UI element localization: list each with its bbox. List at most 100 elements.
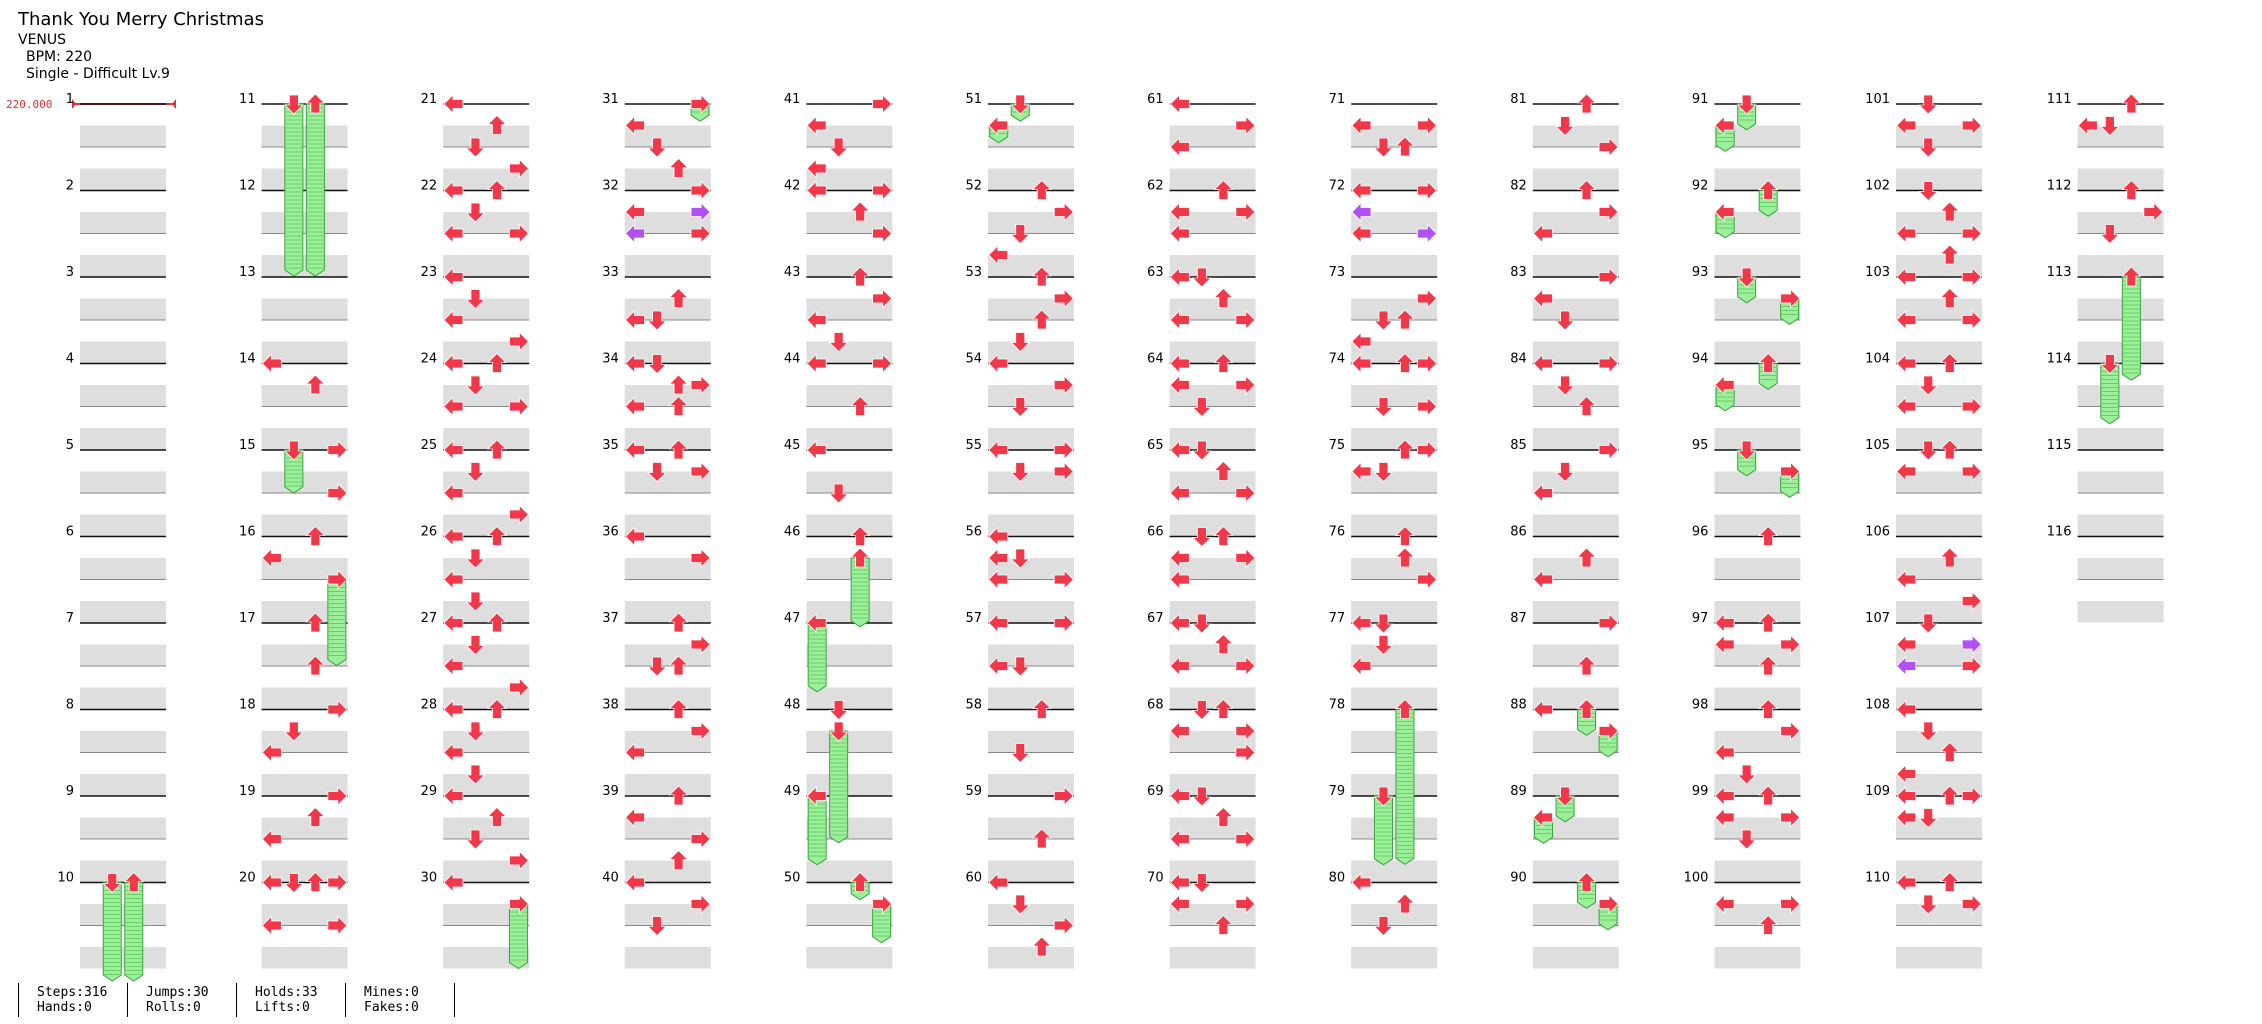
measure-number: 58: [965, 698, 982, 713]
arrow-down: [1736, 829, 1757, 850]
measure-74: 74: [1329, 352, 1438, 450]
measure-50: 50: [784, 871, 893, 969]
measure-49: 49: [784, 784, 893, 882]
measure-9: 9: [66, 784, 166, 882]
measure-shade: [1714, 125, 1801, 147]
measure-shade: [1169, 255, 1256, 277]
measure-shade: [1714, 298, 1801, 320]
arrow-left: [1896, 807, 1917, 828]
song-title: Thank You Merry Christmas: [18, 9, 264, 30]
arrow-left: [1169, 872, 1190, 893]
measure-shade: [443, 904, 530, 926]
arrow-left: [806, 353, 827, 374]
arrow-right: [1235, 115, 1256, 136]
measure-shade: [624, 168, 711, 190]
hold-note: [1737, 103, 1757, 131]
measure-2: 2: [66, 179, 166, 277]
measure-shade: [80, 125, 166, 147]
measure-shade: [2077, 298, 2164, 320]
arrow-right: [1598, 613, 1619, 633]
measure-shade: [1714, 212, 1801, 234]
measure-shade: [261, 687, 348, 709]
measure-72: 72: [1329, 179, 1438, 277]
measure-shade: [261, 817, 348, 839]
measure-113: 113: [2047, 265, 2164, 363]
measure-number: 59: [965, 784, 982, 799]
measure-number: 38: [602, 698, 619, 713]
measure-shade: [988, 212, 1074, 234]
arrow-left: [1169, 721, 1190, 741]
measure-number: 111: [2047, 92, 2072, 107]
hold-body: [1555, 795, 1575, 823]
arrow-right: [1235, 721, 1256, 741]
measure-48: 48: [784, 698, 893, 796]
measure-number: 34: [602, 352, 619, 367]
measure-shade: [1532, 774, 1619, 796]
measure-shade: [806, 341, 893, 363]
measure-24: 24: [421, 352, 530, 450]
measure-105: 105: [1865, 438, 1982, 536]
measure-shade: [1169, 125, 1256, 147]
arrow-up: [850, 266, 871, 287]
measure-shade: [80, 601, 166, 623]
arrow-left: [443, 569, 464, 590]
hold-note: [807, 622, 827, 693]
measure-shade: [1169, 558, 1256, 580]
measure-shade: [1532, 471, 1619, 493]
arrow-up: [2121, 179, 2142, 200]
measure-shade: [80, 385, 166, 407]
arrow-right: [327, 872, 348, 893]
measure-95: 95: [1692, 438, 1801, 536]
measure-shade: [1532, 298, 1619, 320]
measure-78: 78: [1329, 698, 1438, 796]
measure-shade: [1532, 687, 1619, 709]
arrow-down: [2099, 224, 2120, 245]
arrow-up: [1394, 525, 1415, 546]
measure-36: 36: [602, 525, 711, 623]
arrow-left: [1896, 764, 1917, 784]
measure-shade: [1714, 904, 1801, 926]
arrow-up: [1939, 741, 1960, 762]
hold-body: [124, 882, 144, 982]
measure-107: 107: [1865, 611, 1982, 709]
measure-shade: [1714, 817, 1801, 839]
measure-number: 51: [965, 92, 982, 107]
measure-shade: [1169, 860, 1256, 882]
hold-body: [1395, 709, 1415, 865]
arrow-right: [1053, 915, 1074, 936]
measure-shade: [2077, 255, 2164, 277]
arrow-right: [1598, 894, 1619, 914]
arrow-left: [261, 872, 282, 893]
arrow-left: [1532, 569, 1553, 590]
measure-shade: [80, 860, 166, 882]
measure-92: 92: [1692, 179, 1801, 277]
measure-number: 74: [1329, 352, 1346, 367]
arrow-down: [1555, 375, 1576, 396]
measure-number: 61: [1147, 92, 1164, 107]
arrow-left: [1896, 634, 1917, 655]
hold-note: [829, 730, 849, 844]
measure-10: 10: [57, 871, 166, 969]
hold-body: [1737, 103, 1757, 131]
hold-note: [2121, 276, 2141, 381]
measure-shade: [988, 125, 1074, 147]
measure-shade: [1714, 428, 1801, 450]
measure-99: 99: [1692, 784, 1801, 882]
measure-94: 94: [1692, 352, 1801, 450]
arrow-right: [509, 223, 530, 244]
hold-body: [850, 557, 870, 628]
arrow-left: [1169, 829, 1190, 849]
measure-109: 109: [1865, 784, 1982, 882]
measure-shade: [806, 558, 893, 580]
measure-number: 43: [784, 265, 801, 280]
arrow-left: [1714, 613, 1735, 633]
measure-shade: [1532, 341, 1619, 363]
arrow-up: [668, 655, 689, 676]
measure-17: 17: [239, 611, 348, 709]
hold-note: [807, 795, 827, 866]
measure-number: 5: [66, 438, 74, 453]
arrow-up: [668, 374, 689, 395]
measure-shade: [806, 687, 893, 709]
arrow-down: [102, 873, 123, 894]
measure-shade: [1351, 644, 1438, 666]
